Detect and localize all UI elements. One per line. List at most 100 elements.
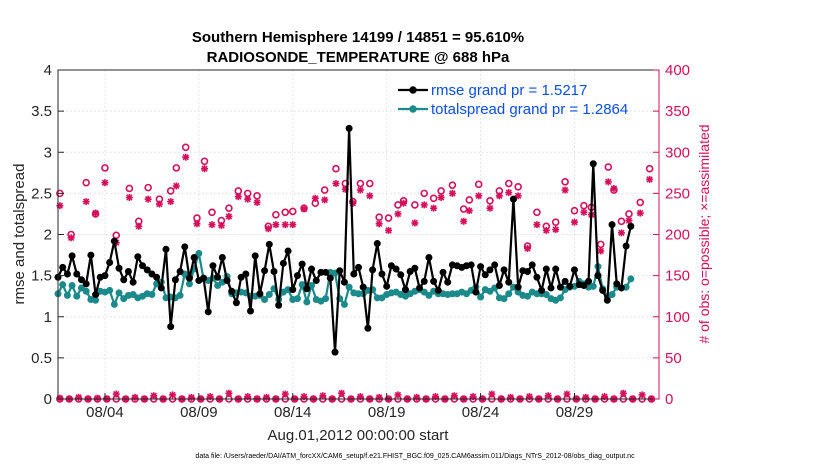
rmse-point <box>214 273 222 281</box>
x-tick-label: 08/29 <box>556 404 594 421</box>
obs-possible-marker <box>82 178 90 187</box>
totalspread-point <box>110 300 118 308</box>
rmse-point <box>340 278 348 286</box>
obs-assimilated-marker <box>217 221 225 229</box>
totalspread-point <box>214 281 222 289</box>
obs-possible-marker <box>459 205 468 213</box>
totalspread-point <box>82 287 90 295</box>
obs-assimilated-marker <box>617 229 625 237</box>
rmse-point <box>420 277 428 285</box>
obs-assimilated-marker <box>131 393 139 401</box>
rmse-point <box>580 281 588 289</box>
rmse-point <box>378 270 386 278</box>
rmse-point <box>148 270 156 278</box>
rmse-point <box>373 240 381 248</box>
obs-assimilated-marker <box>563 390 571 398</box>
obs-assimilated-marker <box>253 198 261 206</box>
obs-possible-marker <box>645 164 654 173</box>
obs-assimilated-marker <box>144 195 152 203</box>
x-tick-label: 08/19 <box>368 404 406 421</box>
totalspread-point <box>92 296 100 304</box>
obs-assimilated-marker <box>561 186 569 194</box>
rmse-point <box>162 245 170 253</box>
obs-possible-marker <box>448 181 457 189</box>
obs-assimilated-marker <box>533 221 541 229</box>
rmse-point <box>336 267 344 275</box>
totalspread-point <box>195 249 203 257</box>
y-tick-label: 2.5 <box>31 185 52 202</box>
obs-assimilated-marker <box>638 391 646 399</box>
obs-assimilated-marker <box>82 198 90 206</box>
ticks: 08/04 08/09 08/14 08/19 08/24 08/29 0 0.5 1 1.5 2 2… <box>31 62 690 421</box>
totalspread-point <box>556 294 564 302</box>
obs-assimilated-marker <box>264 225 272 233</box>
obs-possible-marker <box>101 164 109 172</box>
y-tick-label: 1.5 <box>31 268 52 285</box>
obs-possible-marker <box>288 207 297 216</box>
rmse-point <box>176 268 184 276</box>
totalspread-point <box>59 281 67 289</box>
obs-possible-marker <box>320 186 329 194</box>
rmse-point <box>556 283 564 291</box>
rmse-line <box>57 127 632 354</box>
rmse-point <box>139 262 147 270</box>
rmse-point <box>200 274 208 282</box>
rmse-point <box>533 273 541 281</box>
obs-assimilated-marker <box>430 204 438 212</box>
obs-possible-marker <box>420 189 429 198</box>
rmse-point <box>261 267 269 275</box>
x-tick-label: 08/09 <box>180 404 218 421</box>
chart-title: Southern Hemisphere 14199 / 14851 = 95.6… <box>192 29 524 46</box>
obs-possible-marker <box>253 192 261 200</box>
obs-assimilated-marker <box>394 391 402 399</box>
rmse-point <box>204 308 212 316</box>
rmse-point <box>603 296 611 304</box>
y-tick-label: 2 <box>44 227 52 244</box>
rmse-point <box>275 301 283 309</box>
obs-assimilated-marker <box>135 222 143 230</box>
obs-assimilated-marker <box>450 392 458 400</box>
x-tick-label: 08/24 <box>462 404 500 421</box>
obs-assimilated-marker <box>311 194 319 202</box>
rmse-point <box>627 222 635 230</box>
rmse-point <box>326 274 334 282</box>
y2-tick-label: 400 <box>665 62 690 79</box>
legend-label: rmse grand pr = 1.5217 <box>431 82 587 99</box>
rmse-point <box>561 277 569 285</box>
obs-possible-marker <box>514 182 522 191</box>
rmse-point <box>129 278 137 286</box>
rmse-point <box>134 253 142 261</box>
rmse-point <box>528 261 536 269</box>
obs-assimilated-marker <box>208 221 216 229</box>
obs-assimilated-marker <box>112 390 120 398</box>
rmse-point <box>444 278 452 286</box>
rmse-point <box>92 291 100 299</box>
obs-assimilated-marker <box>469 393 477 401</box>
obs-assimilated-marker <box>580 208 588 216</box>
rmse-point <box>322 268 330 276</box>
x-axis-label: Aug.01,2012 00:00:00 start <box>268 427 450 444</box>
y-tick-label: 3 <box>44 144 52 161</box>
obs-assimilated-marker <box>289 221 297 229</box>
rmse-point <box>509 195 517 203</box>
totalspread-point <box>462 290 470 298</box>
totalspread-point <box>322 295 330 303</box>
obs-possible-marker <box>272 210 280 219</box>
obs-possible-marker <box>144 183 152 192</box>
obs-assimilated-marker <box>411 219 419 227</box>
rmse-point <box>401 286 409 294</box>
rmse-point <box>190 254 198 262</box>
obs-assimilated-marker <box>150 392 158 400</box>
rmse-point <box>106 258 114 266</box>
obs-possible-marker <box>474 180 483 189</box>
rmse-point <box>411 264 419 272</box>
obs-assimilated-marker <box>420 201 428 209</box>
obs-assimilated-marker <box>234 193 242 201</box>
rmse-point <box>298 260 306 268</box>
rmse-point <box>157 284 165 292</box>
obs-assimilated-marker <box>356 186 364 194</box>
obs-possible-marker <box>208 208 216 217</box>
rmse-point <box>293 272 301 280</box>
rmse-point <box>500 266 508 274</box>
rmse-point <box>265 240 273 248</box>
